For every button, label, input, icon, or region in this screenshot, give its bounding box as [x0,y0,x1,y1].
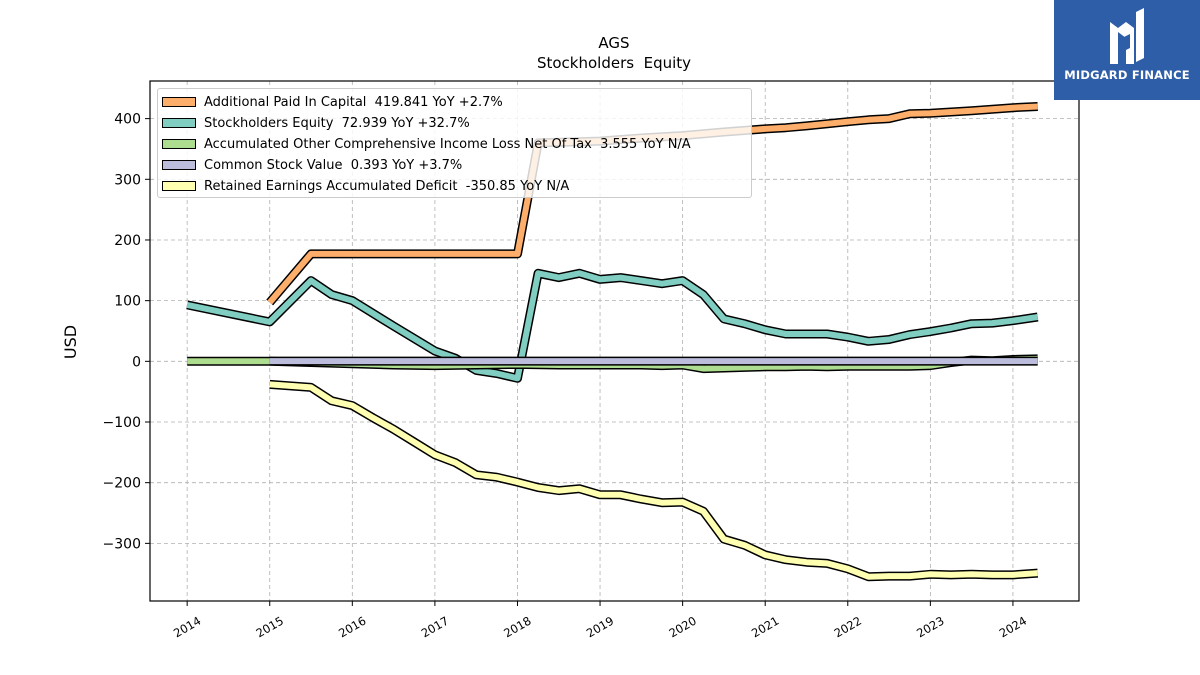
plot-frame [149,80,1080,602]
legend-item-common-stock-value: Common Stock Value 0.393 YoY +3.7% [162,155,462,175]
legend-label: Accumulated Other Comprehensive Income L… [204,136,691,152]
brand-logo: MIDGARD FINANCE [1054,0,1200,100]
y-axis: −300 −200 −100 0 100 200 300 400 [103,112,150,552]
series-layer [186,102,1039,582]
x-tick-label: 2018 [501,614,533,641]
logo-mark-icon [1110,8,1144,64]
legend-label: Retained Earnings Accumulated Deficit -3… [204,178,570,194]
legend-swatch [162,160,196,170]
legend-item-retained-earnings: Retained Earnings Accumulated Deficit -3… [162,176,569,196]
y-tick-label: −100 [103,415,141,431]
legend-swatch [162,139,196,149]
x-axis: 2014 2015 2016 2017 2018 2019 2020 2021 2022 2023… [171,601,1029,640]
chart-legend: Additional Paid In Capital 419.841 YoY +… [157,88,752,198]
y-tick-label: 300 [114,172,141,188]
legend-item-accumulated-oci: Accumulated Other Comprehensive Income L… [162,134,691,154]
x-tick-label: 2022 [832,614,864,641]
legend-label: Additional Paid In Capital 419.841 YoY +… [204,94,503,110]
chart-title: AGS [598,34,629,52]
x-tick-label: 2014 [171,614,203,641]
legend-item-additional-paid-in-capital: Additional Paid In Capital 419.841 YoY +… [162,92,503,112]
x-tick-label: 2016 [336,614,368,641]
series-outline-retained-earnings-accumulated-deficit [269,379,1039,582]
y-tick-label: 0 [132,354,141,370]
x-tick-label: 2024 [997,614,1029,641]
legend-swatch [162,97,196,107]
y-tick-label: 200 [114,233,141,249]
series-line-retained-earnings-accumulated-deficit [269,381,1038,580]
y-tick-label: 400 [114,112,141,128]
chart-subtitle: Stockholders Equity [537,54,691,72]
logo-text: MIDGARD FINANCE [1064,68,1190,82]
series-line-stockholders-equity [186,270,1039,382]
legend-swatch [162,118,196,128]
x-tick-label: 2021 [749,614,781,641]
y-tick-label: 100 [114,294,141,310]
y-tick-label: −200 [103,476,141,492]
x-tick-label: 2023 [914,614,946,641]
x-tick-label: 2017 [419,614,451,641]
series-line-additional-paid-in-capital [267,103,1038,305]
legend-swatch [162,181,196,191]
legend-label: Common Stock Value 0.393 YoY +3.7% [204,157,463,173]
x-tick-label: 2020 [666,614,698,641]
y-axis-label: USD [61,325,80,359]
x-tick-label: 2015 [254,614,286,641]
x-tick-label: 2019 [584,614,616,641]
legend-item-stockholders-equity: Stockholders Equity 72.939 YoY +32.7% [162,113,470,133]
legend-label: Stockholders Equity 72.939 YoY +32.7% [204,115,470,131]
y-tick-label: −300 [103,536,141,552]
